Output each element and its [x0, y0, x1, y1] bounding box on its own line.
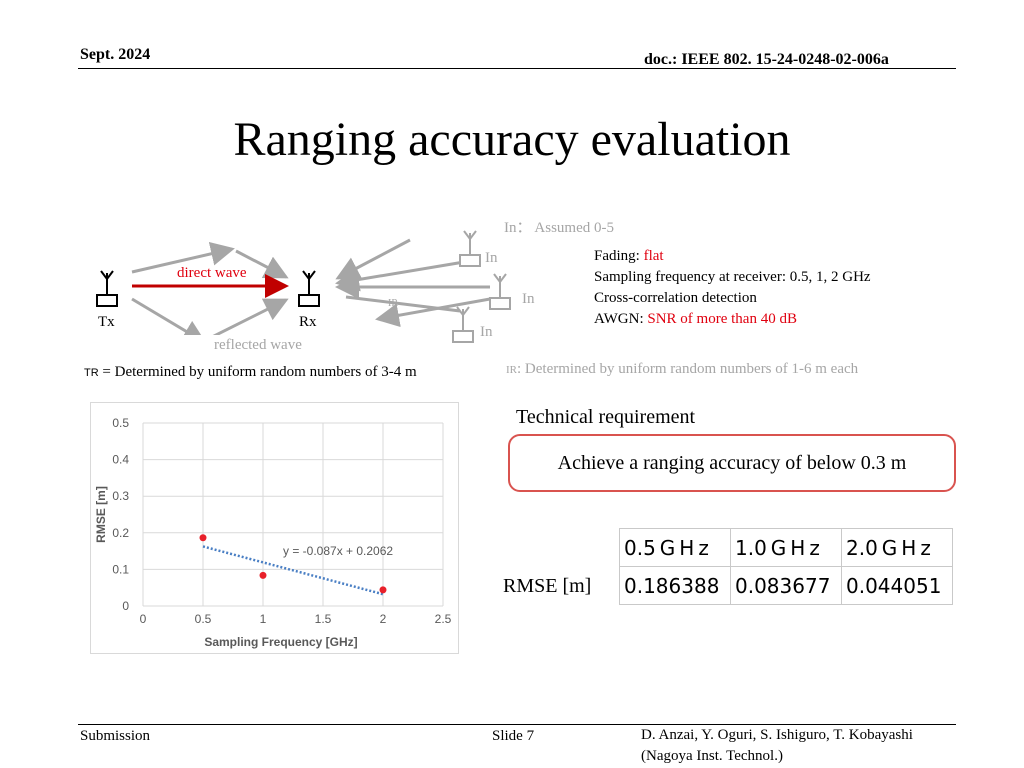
- header-rule: [78, 68, 956, 69]
- in-note: In： Assumed 0-5: [504, 220, 614, 236]
- reflected-wave-label: reflected wave: [214, 337, 302, 353]
- y-axis-label: RMSE [m]: [94, 486, 108, 543]
- interferer-antenna-icon: [452, 306, 474, 343]
- param-awgn: AWGN: SNR of more than 40 dB: [594, 309, 871, 330]
- awgn-label: AWGN:: [594, 311, 648, 327]
- y-tick-label: 0: [122, 599, 129, 613]
- footer-submission: Submission: [80, 728, 151, 744]
- diagram-lines: [131, 238, 491, 335]
- ir-subscript: IR: [506, 364, 517, 376]
- ir-label: IR: [388, 298, 398, 309]
- tr-note-text: = Determined by uniform random numbers o…: [98, 364, 417, 380]
- requirement-heading: Technical requirement: [516, 406, 696, 428]
- requirement-text: Achieve a ranging accuracy of below 0.3 …: [557, 451, 907, 474]
- table-cell: 0.044051: [841, 566, 953, 605]
- y-tick-label: 0.2: [112, 526, 129, 540]
- table-row: 0.186388 0.083677 0.044051: [619, 566, 953, 605]
- footer-rule: [78, 724, 956, 725]
- ir-note-text: : Determined by uniform random numbers o…: [517, 361, 859, 377]
- data-point: [379, 586, 387, 594]
- rmse-row-label: RMSE [m]: [503, 575, 592, 597]
- trendline-equation: y = -0.087x + 0.2062: [283, 544, 393, 558]
- interferer-antenna-icon: [489, 273, 511, 310]
- y-tick-label: 0.3: [112, 489, 129, 503]
- interferer-antenna-icon: [459, 230, 481, 267]
- footer-authors: D. Anzai, Y. Oguri, S. Ishiguro, T. Koba…: [641, 727, 913, 743]
- awgn-value: SNR of more than 40 dB: [647, 311, 797, 327]
- table-header-cell: 0.5 G H z: [619, 528, 731, 567]
- page-title: Ranging accuracy evaluation: [233, 113, 791, 166]
- table-header-cell: 2.0 G H z: [841, 528, 953, 567]
- data-point: [259, 571, 267, 579]
- x-tick-label: 2.5: [435, 612, 452, 626]
- table-header-cell: 1.0 G H z: [730, 528, 842, 567]
- x-axis-label: Sampling Frequency [GHz]: [204, 635, 357, 649]
- in-label: In: [485, 250, 498, 266]
- table-cell: 0.083677: [730, 566, 842, 605]
- fading-value: flat: [643, 248, 664, 264]
- param-detection: Cross-correlation detection: [594, 290, 757, 306]
- y-tick-label: 0.5: [112, 416, 129, 430]
- requirement-box: Achieve a ranging accuracy of below 0.3 …: [508, 434, 956, 492]
- header-doc: doc.: IEEE 802. 15-24-0248-02-006a: [644, 51, 889, 68]
- tx-antenna-icon: [96, 270, 118, 307]
- in-label: In: [480, 324, 493, 340]
- table-header-row: 0.5 G H z 1.0 G H z 2.0 G H z: [619, 528, 953, 567]
- ir-note: IR: Determined by uniform random numbers…: [506, 361, 858, 378]
- param-fading: Fading: flat: [594, 246, 871, 267]
- rmse-chart-svg: 0 0.1 0.2 0.3 0.4 0.5 0 0.5 1 1.5 2 2.5 Sampling Fre…: [94, 416, 452, 649]
- x-tick-label: 0.5: [195, 612, 212, 626]
- table-cell: 0.186388: [619, 566, 731, 605]
- rmse-table: 0.5 G H z 1.0 G H z 2.0 G H z 0.186388 0…: [619, 528, 953, 605]
- x-tick-label: 1: [260, 612, 267, 626]
- x-tick-label: 1.5: [315, 612, 332, 626]
- tr-note: TR = Determined by uniform random number…: [84, 364, 417, 381]
- in-label: In: [522, 291, 535, 307]
- trendline: [202, 545, 384, 596]
- x-tick-label: 0: [140, 612, 147, 626]
- data-point: [199, 534, 207, 542]
- simulation-params: Fading: flat Sampling frequency at recei…: [594, 246, 871, 330]
- y-tick-label: 0.4: [112, 453, 129, 467]
- footer-slide-number: Slide 7: [492, 728, 535, 744]
- direct-wave-label: direct wave: [177, 265, 247, 281]
- rmse-chart: 0 0.1 0.2 0.3 0.4 0.5 0 0.5 1 1.5 2 2.5 Sampling Fre…: [90, 402, 459, 654]
- tx-label: Tx: [98, 314, 115, 330]
- rx-antenna-icon: [298, 270, 320, 307]
- fading-label: Fading:: [594, 248, 644, 264]
- x-tick-label: 2: [380, 612, 387, 626]
- header-date: Sept. 2024: [80, 46, 151, 63]
- footer-affiliation: (Nagoya Inst. Technol.): [641, 748, 783, 764]
- param-sampling: Sampling frequency at receiver: 0.5, 1, …: [594, 269, 871, 285]
- tr-subscript: TR: [84, 367, 99, 379]
- rx-label: Rx: [299, 314, 317, 330]
- y-tick-label: 0.1: [112, 562, 129, 576]
